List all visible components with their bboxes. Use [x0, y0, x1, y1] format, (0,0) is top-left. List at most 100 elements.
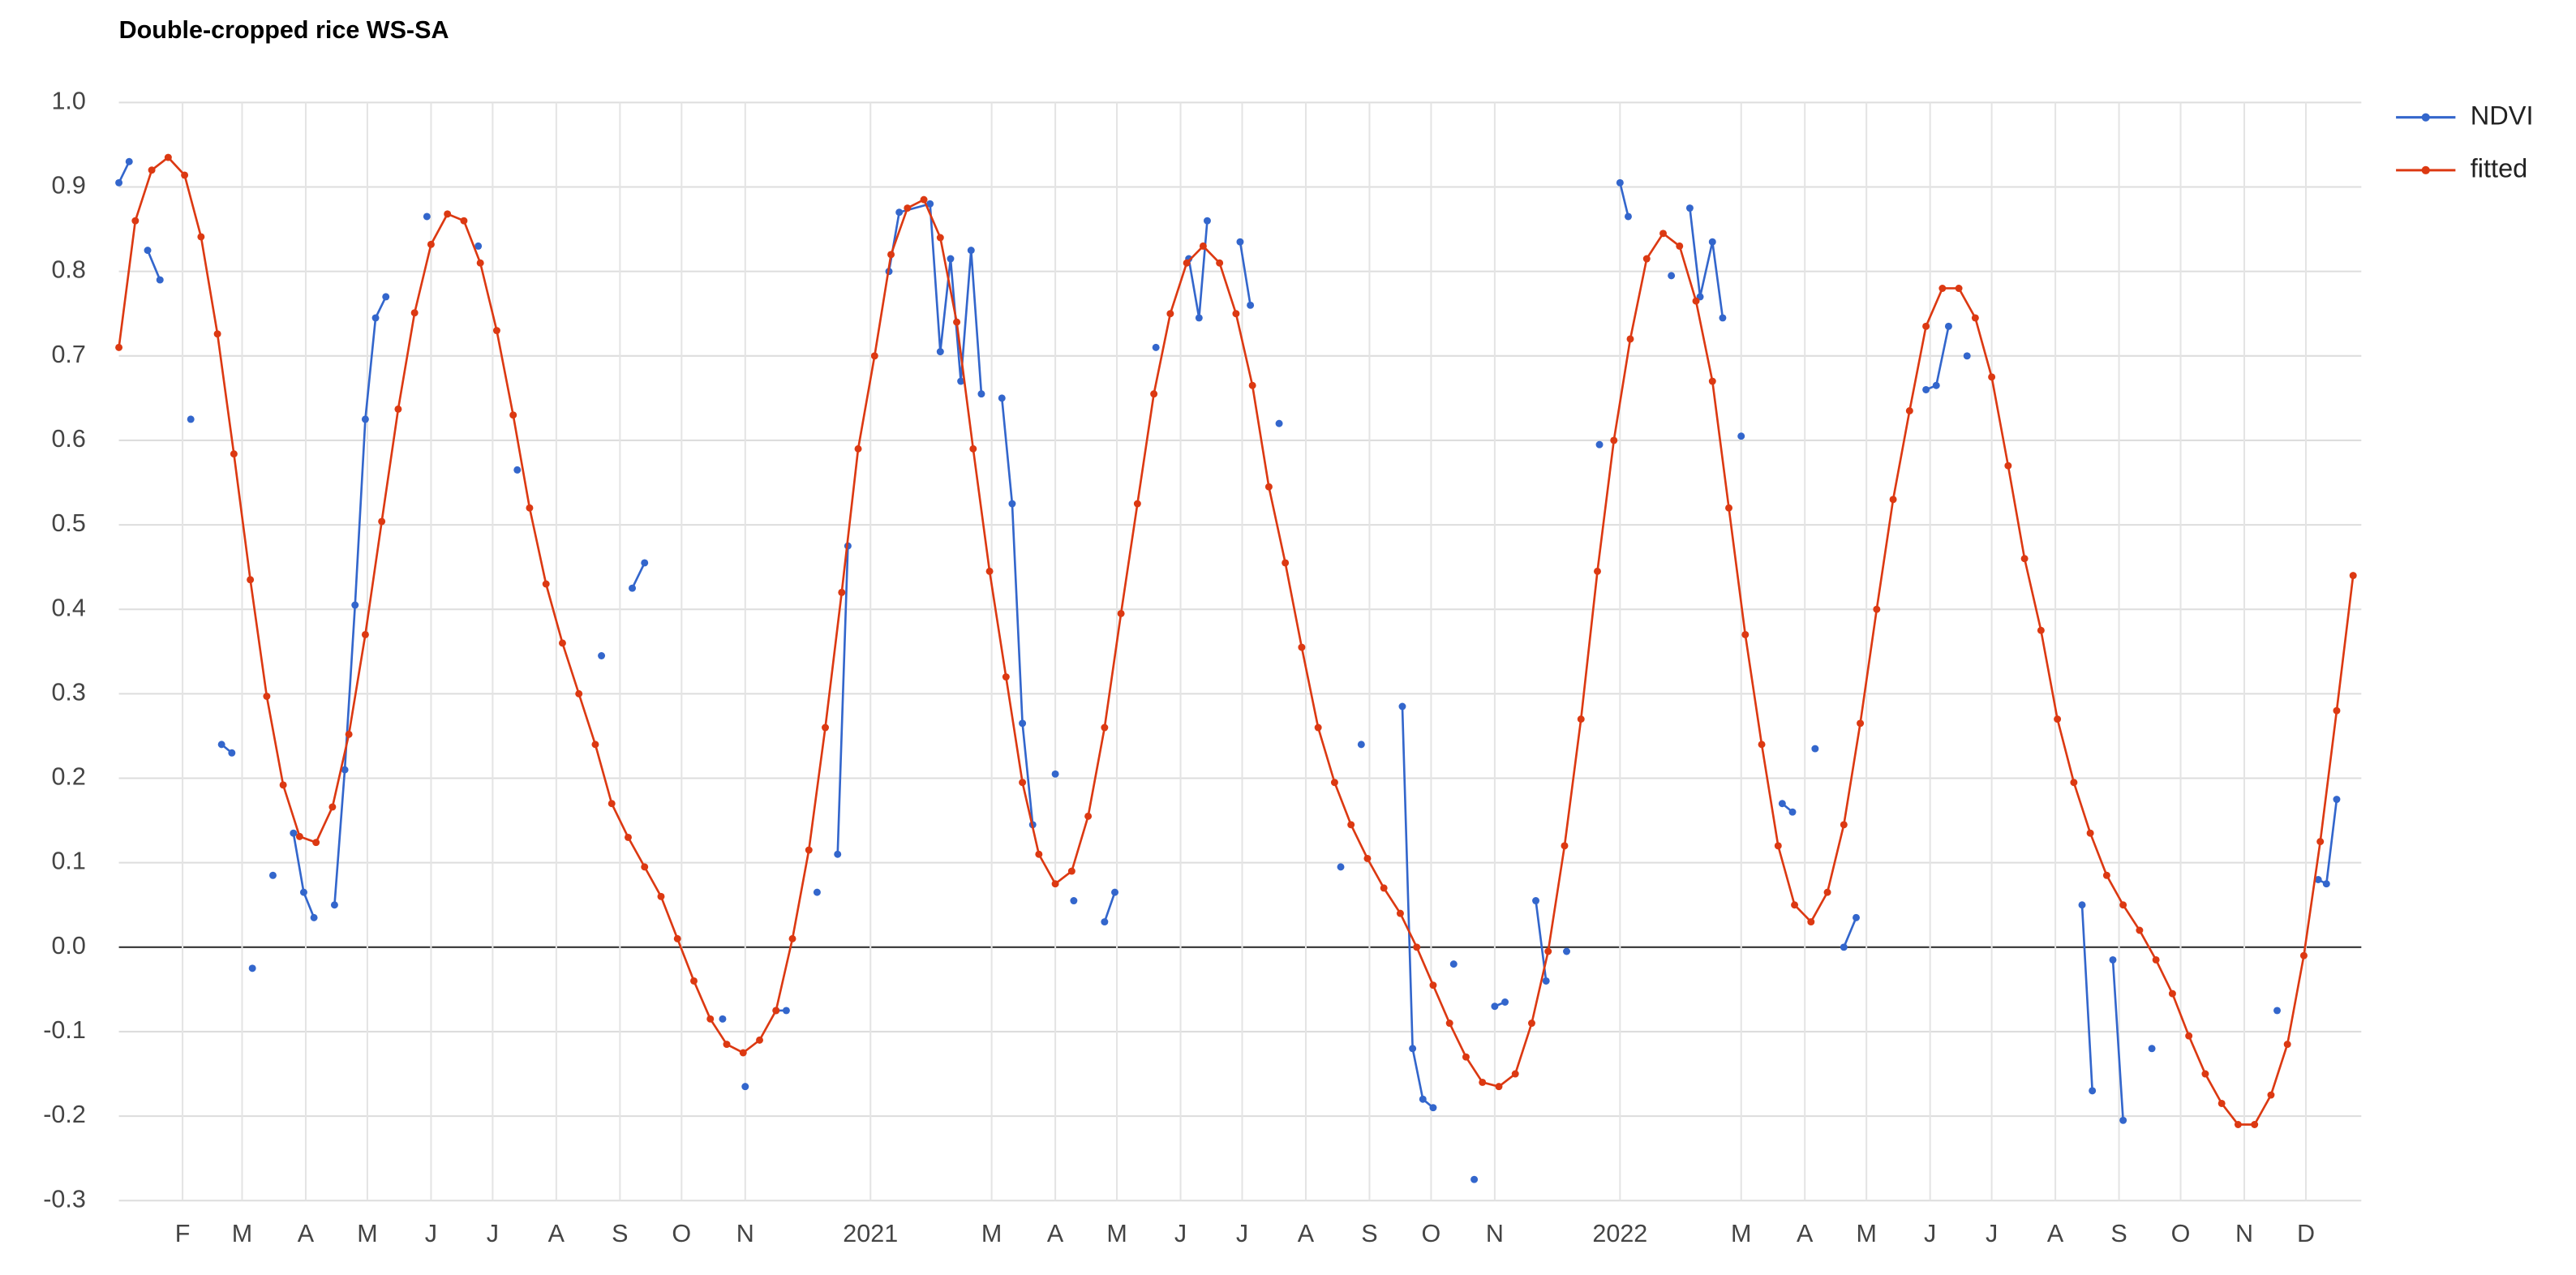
data-point [936, 348, 944, 356]
data-point [2218, 1099, 2226, 1107]
data-point [2119, 901, 2127, 909]
x-tick-label: M [357, 1220, 377, 1247]
data-point [788, 934, 796, 942]
data-point [1495, 1083, 1503, 1091]
data-point [1807, 918, 1815, 926]
data-point [1396, 909, 1404, 917]
x-tick-label: A [2047, 1220, 2064, 1247]
data-point [1719, 314, 1727, 322]
x-tick-label: J [1174, 1220, 1187, 1247]
data-point [1117, 609, 1125, 617]
data-point [1199, 242, 1207, 250]
data-point [263, 693, 271, 700]
data-point [1479, 1078, 1487, 1086]
data-point [2086, 829, 2094, 837]
data-point [341, 766, 349, 774]
data-point [2054, 715, 2062, 723]
data-point [608, 800, 616, 808]
data-point [460, 217, 468, 225]
x-tick-label: A [1797, 1220, 1814, 1247]
data-point [2322, 880, 2330, 888]
x-tick-label: O [2171, 1220, 2191, 1247]
data-point [1595, 440, 1604, 449]
data-point [739, 1049, 747, 1057]
data-point [1544, 947, 1552, 955]
data-point [2102, 871, 2110, 879]
data-point [629, 584, 637, 592]
data-point [1758, 741, 1766, 749]
data-point [1298, 643, 1306, 651]
data-point [328, 803, 337, 811]
y-tick-label: 0.2 [51, 763, 85, 791]
data-point [1275, 419, 1283, 427]
data-point [1330, 779, 1338, 787]
data-point [1449, 960, 1458, 968]
data-point [125, 157, 133, 165]
x-tick-label: 2021 [843, 1220, 898, 1247]
data-point [217, 741, 225, 749]
legend-label: fitted [2471, 153, 2528, 182]
data-point [1676, 242, 1684, 250]
data-point [920, 195, 928, 204]
data-point [1708, 377, 1716, 385]
data-point [2020, 555, 2029, 563]
x-tick-label: A [298, 1220, 315, 1247]
data-point [813, 888, 821, 896]
data-point [1008, 500, 1016, 508]
data-point [1101, 723, 1109, 732]
x-tick-label: O [1422, 1220, 1441, 1247]
y-tick-label: 0.1 [51, 848, 85, 875]
data-point [1811, 745, 1819, 753]
data-point [394, 405, 402, 413]
data-point [144, 247, 152, 255]
data-point [641, 559, 649, 567]
data-point [1823, 888, 1831, 896]
x-tick-label: D [2297, 1220, 2315, 1247]
plot-area [115, 153, 2357, 1183]
x-tick-label: S [612, 1220, 628, 1247]
data-point [1429, 981, 1437, 990]
data-point [723, 1041, 731, 1049]
data-point [1019, 779, 1027, 787]
x-tick-label: N [736, 1220, 754, 1247]
data-point [164, 153, 172, 161]
x-tick-label: J [1236, 1220, 1248, 1247]
data-point [2333, 796, 2341, 804]
data-point [1067, 867, 1075, 875]
data-point [1282, 559, 1290, 567]
data-point [279, 781, 287, 789]
data-point [248, 964, 256, 972]
data-point [690, 977, 698, 985]
data-point [115, 343, 123, 351]
data-point [1491, 1002, 1499, 1011]
data-point [1409, 1045, 1417, 1053]
x-tick-label: O [672, 1220, 691, 1247]
data-point [2333, 706, 2341, 715]
data-point [822, 723, 830, 732]
data-point [2299, 951, 2308, 959]
data-point [1616, 178, 1624, 187]
data-point [1610, 436, 1618, 444]
data-point [2136, 926, 2144, 934]
data-point [1501, 998, 1509, 1006]
data-point [1445, 1020, 1453, 1028]
data-point [2185, 1032, 2193, 1040]
data-point [444, 210, 452, 218]
y-tick-label: 0.0 [51, 932, 85, 959]
y-tick-label: -0.1 [43, 1016, 86, 1044]
x-tick-label: M [1856, 1220, 1876, 1247]
data-point [967, 247, 975, 255]
data-point [213, 330, 221, 338]
data-point [1563, 947, 1570, 955]
data-point [2267, 1091, 2275, 1099]
y-tick-label: 0.9 [51, 172, 85, 200]
x-tick-label: M [1731, 1220, 1751, 1247]
data-point [1741, 630, 1750, 638]
data-point [2201, 1070, 2209, 1078]
data-point [1626, 335, 1634, 343]
data-point [2037, 626, 2045, 634]
data-point [1527, 1020, 1535, 1028]
data-point [1944, 322, 1952, 330]
data-point [1070, 897, 1078, 905]
